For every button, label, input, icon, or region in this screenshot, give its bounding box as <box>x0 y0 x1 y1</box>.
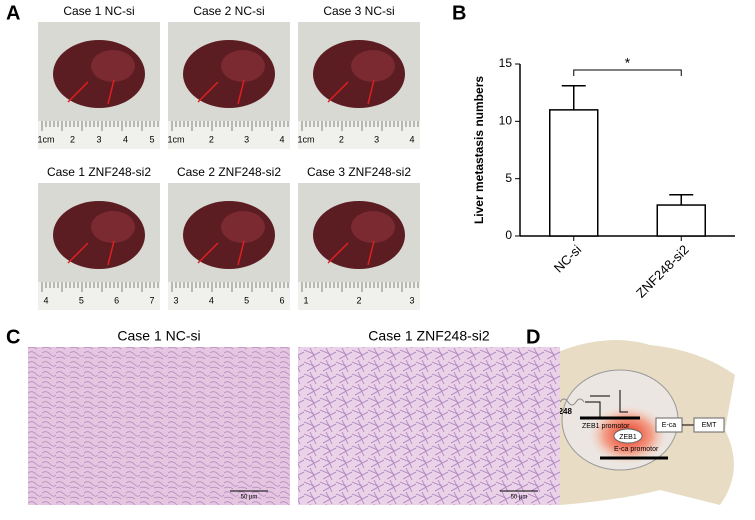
histology-title: Case 1 ZNF248-si2 <box>368 328 490 344</box>
histology-title: Case 1 NC-si <box>117 328 200 344</box>
scale-bar-label: 50 μm <box>511 495 528 501</box>
label: E-ca <box>662 422 677 429</box>
ruler-label: 3 <box>173 295 178 305</box>
histology-image <box>298 347 560 505</box>
arrow <box>367 79 375 105</box>
photo-title: Case 3 ZNF248-si2 <box>307 165 411 179</box>
panel-label: C <box>6 326 20 348</box>
ruler <box>168 282 290 310</box>
ruler-label: 2 <box>339 134 344 144</box>
emt-box <box>693 417 725 433</box>
liver-lobe <box>351 50 395 82</box>
arrow <box>367 240 375 266</box>
y-tick-label: 10 <box>499 114 513 128</box>
y-axis-label: Liver metastasis numbers <box>472 76 486 224</box>
arrow <box>237 240 245 266</box>
liver-lobe <box>221 50 265 82</box>
liver-lobe <box>91 211 135 243</box>
label: EMT <box>702 422 718 429</box>
significance-bracket <box>573 69 682 76</box>
ruler <box>298 282 420 310</box>
ruler-label: 3 <box>409 295 414 305</box>
x-tick-label: ZNF248-si2 <box>633 242 692 301</box>
ruler-label: 3 <box>244 134 249 144</box>
liver-lobe <box>351 211 395 243</box>
ruler-label: 3 <box>96 134 101 144</box>
ruler <box>38 121 160 149</box>
arrow <box>67 242 89 264</box>
znf-coil <box>559 398 585 406</box>
significance: * <box>625 55 631 71</box>
ruler-label: 4 <box>43 295 48 305</box>
panel-label: B <box>452 2 466 24</box>
arrow <box>107 240 115 266</box>
ruler-label: 7 <box>149 295 154 305</box>
arrow <box>67 81 89 103</box>
ruler-label: 1 <box>303 295 308 305</box>
diagram: ZNF248 ZEB1 promotor ZEB1 E-ca E-ca prom… <box>531 340 735 505</box>
regulation <box>585 390 628 418</box>
label: ZEB1 promotor <box>582 423 630 430</box>
y-tick-label: 15 <box>499 56 513 70</box>
arrow <box>327 81 349 103</box>
y-tick-label: 5 <box>505 171 512 185</box>
ruler-label: 4 <box>123 134 128 144</box>
liver-lobe <box>221 211 265 243</box>
ruler-label: 1cm <box>297 134 314 144</box>
label: ZEB1 <box>619 434 637 441</box>
ruler <box>168 121 290 149</box>
arrow <box>197 81 219 103</box>
y-tick-label: 0 <box>505 228 512 242</box>
panel-label: D <box>526 326 540 348</box>
arrow <box>197 242 219 264</box>
histology-image <box>28 347 290 505</box>
photo-title: Case 2 ZNF248-si2 <box>177 165 281 179</box>
ruler-label: 6 <box>279 295 284 305</box>
ruler <box>298 121 420 149</box>
ruler-label: 6 <box>114 295 119 305</box>
ruler-label: 2 <box>70 134 75 144</box>
ruler-label: 1cm <box>37 134 54 144</box>
bar <box>656 204 706 237</box>
ruler-label: 5 <box>79 295 84 305</box>
ruler-label: 5 <box>149 134 154 144</box>
bar <box>549 109 599 237</box>
liver-lobe <box>91 50 135 82</box>
arrow <box>107 79 115 105</box>
ruler <box>38 282 160 310</box>
label: E-ca promotor <box>614 446 659 453</box>
ruler-label: 3 <box>374 134 379 144</box>
photo-title: Case 1 NC-si <box>63 4 134 18</box>
photo-title: Case 2 NC-si <box>193 4 264 18</box>
photo-title: Case 1 ZNF248-si2 <box>47 165 151 179</box>
arrow <box>327 242 349 264</box>
ruler-label: 5 <box>244 295 249 305</box>
x-tick-label: NC-si <box>551 242 585 276</box>
zeb1-protein <box>613 428 643 444</box>
ruler-label: 2 <box>209 134 214 144</box>
panel-label: A <box>6 2 20 24</box>
ruler-label: 4 <box>279 134 284 144</box>
ruler-label: 4 <box>209 295 214 305</box>
ruler-label: 1cm <box>167 134 184 144</box>
arrow <box>237 79 245 105</box>
scale-bar-label: 50 μm <box>241 495 258 501</box>
photo-title: Case 3 NC-si <box>323 4 394 18</box>
ruler-label: 4 <box>409 134 414 144</box>
ruler-label: 2 <box>356 295 361 305</box>
